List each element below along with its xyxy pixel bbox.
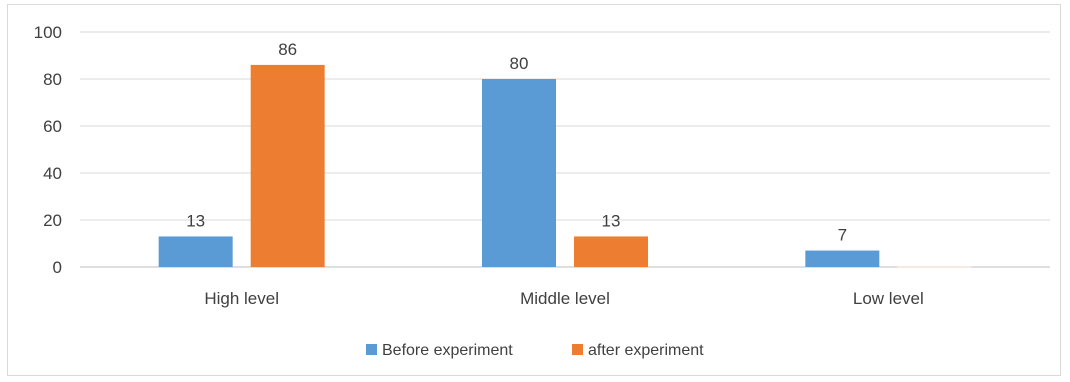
legend-swatch xyxy=(366,344,377,355)
legend-swatch xyxy=(572,344,583,355)
legend: Before experiment after experiment xyxy=(366,342,704,359)
data-label: 7 xyxy=(838,226,847,245)
bar-after-middle-level xyxy=(574,236,648,267)
data-label: 86 xyxy=(278,40,297,59)
data-labels: 13 86 80 13 7 xyxy=(186,40,847,245)
bars xyxy=(158,64,972,268)
data-label: 13 xyxy=(602,211,621,230)
bar-before-middle-level xyxy=(482,79,556,267)
bar-before-low-level xyxy=(805,250,880,267)
x-category-label: High level xyxy=(204,289,279,308)
y-tick-label: 60 xyxy=(43,117,62,136)
y-tick-label: 100 xyxy=(34,23,62,42)
x-category-label: Low level xyxy=(853,289,924,308)
data-label: 80 xyxy=(510,54,529,73)
y-tick-label: 80 xyxy=(43,70,62,89)
x-axis: High level Middle level Low level xyxy=(204,289,923,308)
bar-after-high-level xyxy=(250,64,325,268)
x-category-label: Middle level xyxy=(520,289,610,308)
legend-entry-label: after experiment xyxy=(588,342,704,359)
y-axis: 0 20 40 60 80 100 xyxy=(34,23,62,277)
y-tick-label: 20 xyxy=(43,211,62,230)
bar-before-high-level xyxy=(158,236,233,267)
gridlines xyxy=(80,31,1050,268)
bar-after-low-level xyxy=(897,266,972,268)
legend-entry-label: Before experiment xyxy=(382,342,513,359)
data-label: 13 xyxy=(186,211,205,230)
y-tick-label: 40 xyxy=(43,164,62,183)
y-tick-label: 0 xyxy=(53,258,62,277)
